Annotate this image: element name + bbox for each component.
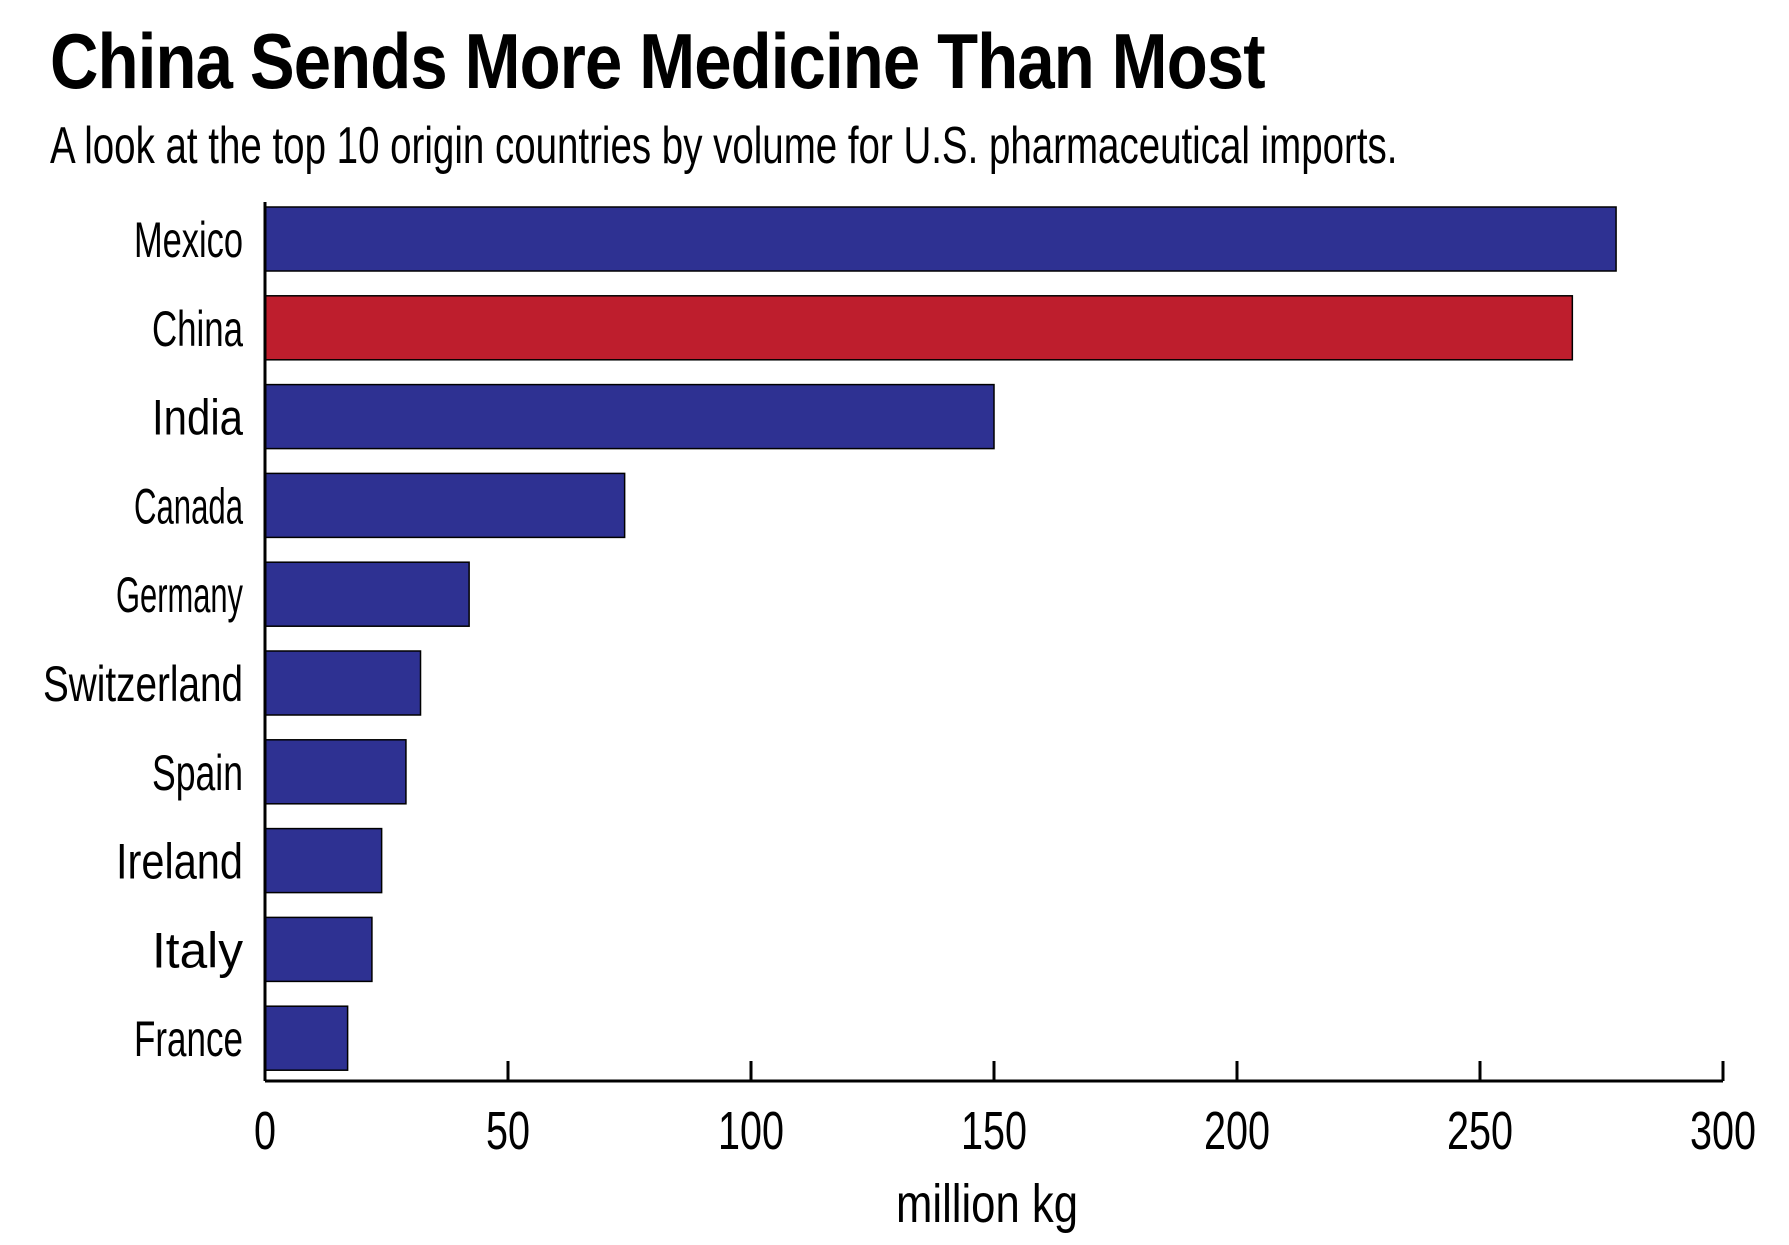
bar-india <box>264 383 995 450</box>
x-axis-ticks: 0 50 100 150 200 250 300 <box>254 1061 1756 1161</box>
category-label-italy: Italy <box>152 922 243 978</box>
category-label-canada: Canada <box>134 478 243 534</box>
bar-spain <box>264 739 407 805</box>
category-label-china: China <box>152 301 243 357</box>
x-tick-label-50: 50 <box>486 1101 530 1161</box>
x-axis-label: million kg <box>896 1174 1078 1234</box>
category-label-spain: Spain <box>152 745 243 801</box>
bar-germany <box>264 561 470 627</box>
bar-mexico <box>264 206 1617 272</box>
chart-title: China Sends More Medicine Than Most <box>50 17 1266 105</box>
category-labels: Mexico China India Canada Germany Switzerland… <box>43 212 243 1067</box>
x-tick-label-250: 250 <box>1447 1101 1513 1161</box>
category-label-ireland: Ireland <box>116 834 243 890</box>
bar-switzerland <box>264 650 422 716</box>
bar-france <box>264 1005 349 1071</box>
category-label-france: France <box>134 1011 243 1067</box>
bars-group <box>264 206 1617 1071</box>
chart-subtitle: A look at the top 10 origin countries by… <box>50 117 1398 175</box>
category-label-germany: Germany <box>116 567 243 623</box>
x-tick-label-100: 100 <box>718 1101 784 1161</box>
x-tick-label-0: 0 <box>254 1101 276 1161</box>
category-label-switzerland: Switzerland <box>43 656 243 712</box>
bar-italy <box>264 916 373 983</box>
bar-canada <box>264 472 626 539</box>
category-label-mexico: Mexico <box>134 212 243 268</box>
x-tick-label-300: 300 <box>1690 1101 1756 1161</box>
category-label-india: India <box>152 390 243 446</box>
bar-ireland <box>264 827 383 894</box>
x-tick-label-200: 200 <box>1204 1101 1270 1161</box>
bar-china <box>264 295 1574 361</box>
x-tick-label-150: 150 <box>961 1101 1027 1161</box>
